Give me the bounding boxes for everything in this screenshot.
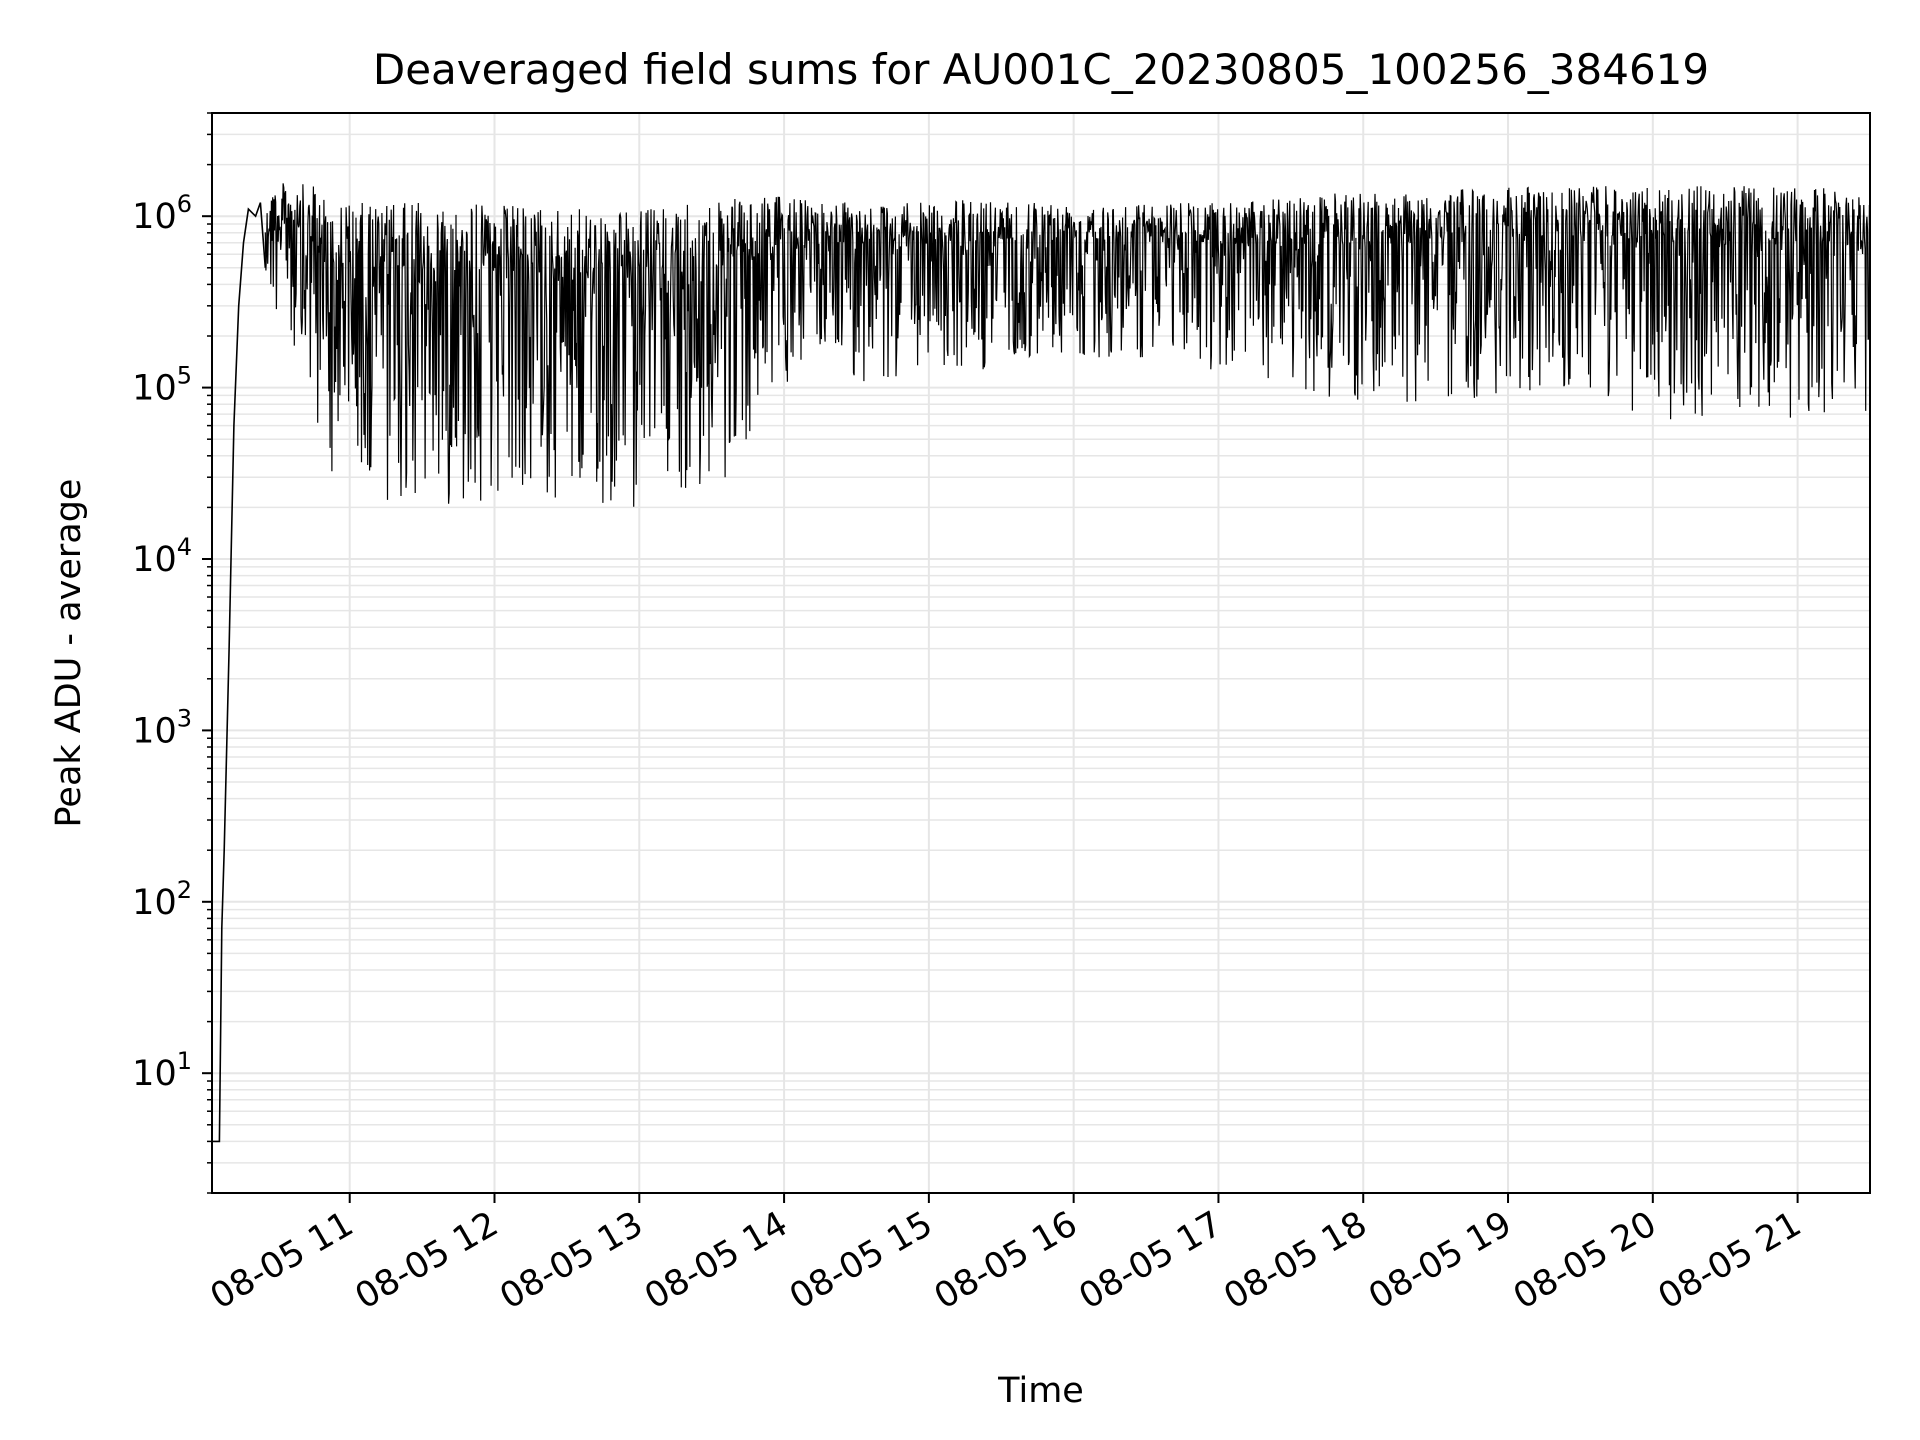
y-tick-label: 101 [132, 1047, 192, 1094]
x-axis-label: Time [997, 1371, 1084, 1411]
series-oscillation [264, 183, 1871, 507]
y-tick-label: 103 [132, 704, 192, 751]
x-tick-label: 08-05 18 [1217, 1204, 1373, 1317]
series-layer [212, 183, 1871, 1143]
x-tick-label: 08-05 12 [349, 1204, 505, 1317]
y-axis-label: Peak ADU - average [49, 479, 89, 828]
x-tick-label: 08-05 21 [1652, 1204, 1808, 1317]
x-tick-label: 08-05 15 [783, 1204, 939, 1317]
y-tick-label: 102 [132, 876, 192, 923]
chart-title: Deaveraged field sums for AU001C_2023080… [373, 45, 1709, 94]
plot-frame [211, 112, 1871, 1194]
x-tick-label: 08-05 14 [638, 1204, 794, 1317]
y-tick-label: 105 [132, 362, 192, 409]
y-tick-label: 106 [132, 190, 192, 237]
x-tick-label: 08-05 16 [928, 1204, 1084, 1317]
x-tick-label: 08-05 20 [1507, 1204, 1663, 1317]
x-tick-label: 08-05 11 [204, 1204, 360, 1317]
x-tick-label: 08-05 17 [1073, 1204, 1229, 1317]
x-tick-label: 08-05 13 [493, 1204, 649, 1317]
y-tick-label: 104 [132, 533, 192, 580]
series-line [212, 202, 267, 1143]
x-tick-label: 08-05 19 [1362, 1204, 1518, 1317]
